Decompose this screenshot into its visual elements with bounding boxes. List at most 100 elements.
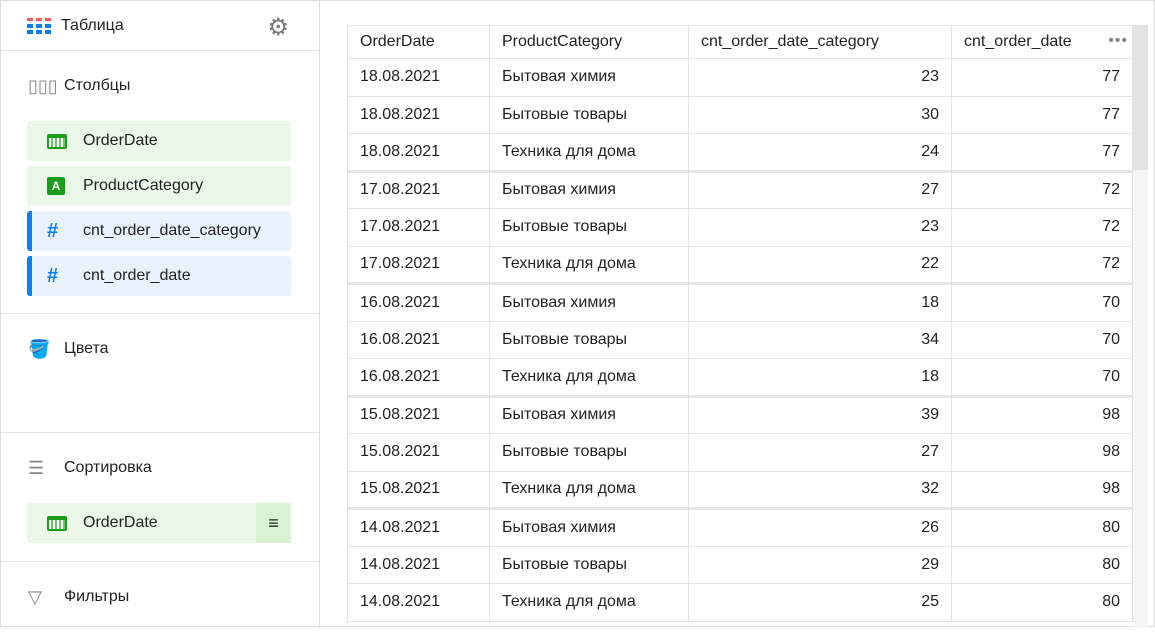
table-cell: Бытовые товары [489,433,689,472]
table-cell: Техника для дома [489,583,689,622]
table-cell: Бытовые товары [489,545,689,584]
table-row: 15.08.2021 Бытовые товары 27 98 [347,433,1133,472]
gear-icon[interactable]: ⚙ [267,14,289,41]
field-label: OrderDate [83,132,158,149]
more-icon[interactable]: ••• [1108,32,1128,49]
table-cell: 15.08.2021 [347,433,490,472]
field-label: ProductCategory [83,177,204,194]
section-filters[interactable]: ▽ Фильтры [1,562,319,632]
table-row: 17.08.2021 Бытовые товары 23 72 [347,208,1133,247]
table-row: 15.08.2021 Бытовая химия 39 98 [347,394,1133,434]
field-chip-productcategory[interactable]: A ProductCategory [27,166,291,206]
sort-chip-orderdate[interactable]: OrderDate ≡ [27,503,291,543]
table-cell: Техника для дома [489,470,689,509]
field-label: cnt_order_date_category [83,222,261,239]
table-cell: 80 [951,507,1133,547]
table-cell: 27 [688,169,952,209]
table-cell: 27 [688,433,952,472]
table-cell: 17.08.2021 [347,169,490,209]
table-cell: 77 [951,133,1133,172]
table-row: 18.08.2021 Бытовая химия 23 77 [347,58,1133,97]
section-colors[interactable]: 🪣 Цвета [1,314,319,433]
table-cell: Бытовая химия [489,394,689,434]
table-cell: 15.08.2021 [347,394,490,434]
table-cell: Техника для дома [489,358,689,397]
table-cell: 70 [951,358,1133,397]
preview-area: OrderDate ProductCategory cnt_order_date… [321,1,1154,628]
table-cell: Бытовая химия [489,169,689,209]
table-cell: 70 [951,320,1133,359]
table-cell: 23 [688,208,952,247]
table-cell: 34 [688,320,952,359]
sort-direction-button[interactable]: ≡ [256,503,291,543]
hash-icon: # [47,264,59,287]
calendar-icon [47,133,67,149]
table-cell: 18.08.2021 [347,133,490,172]
table-cell: 77 [951,58,1133,97]
field-chip-cnt-order-date[interactable]: # cnt_order_date [27,256,291,296]
table-row: 18.08.2021 Техника для дома 24 77 [347,133,1133,172]
scrollbar-thumb[interactable] [1133,25,1148,170]
field-chip-cnt-order-date-category[interactable]: # cnt_order_date_category [27,211,291,251]
visualization-header[interactable]: Таблица ⚙ [1,1,319,51]
table-cell: 14.08.2021 [347,583,490,622]
section-columns: ▯▯▯ Столбцы OrderDate A ProductCategory # c… [1,51,319,314]
sort-icon: ☰ [28,457,45,478]
table-cell: 18.08.2021 [347,58,490,97]
table-cell: 18 [688,282,952,322]
table-cell: 14.08.2021 [347,507,490,547]
section-title: Фильтры [64,588,130,605]
table-cell: Бытовые товары [489,95,689,134]
table-cell: 16.08.2021 [347,282,490,322]
table-row: 17.08.2021 Техника для дома 22 72 [347,245,1133,284]
table-cell: 14.08.2021 [347,545,490,584]
columns-icon: ▯▯▯ [28,75,58,96]
table-cell: 98 [951,470,1133,509]
table-cell: Техника для дома [489,133,689,172]
string-type-icon: A [47,177,65,195]
table-row: 18.08.2021 Бытовые товары 30 77 [347,95,1133,134]
filter-icon: ▽ [28,586,42,607]
table-row: 16.08.2021 Бытовые товары 34 70 [347,320,1133,359]
table-cell: 18.08.2021 [347,95,490,134]
table-row: 15.08.2021 Техника для дома 32 98 [347,470,1133,509]
table-cell: 72 [951,245,1133,284]
table-cell: 70 [951,282,1133,322]
field-chip-orderdate[interactable]: OrderDate [27,121,291,161]
table-cell: Техника для дома [489,245,689,284]
table-row: 14.08.2021 Техника для дома 25 80 [347,583,1133,622]
scrollbar[interactable] [1133,25,1148,628]
column-header[interactable]: cnt_order_date_category [688,25,952,59]
table-row: 17.08.2021 Бытовая химия 27 72 [347,169,1133,209]
section-title: Сортировка [64,459,152,476]
table-cell: 80 [951,545,1133,584]
table-cell: 25 [688,583,952,622]
table-cell: 23 [688,58,952,97]
section-title: Цвета [64,340,109,357]
table-cell: Бытовая химия [489,507,689,547]
table-grid-icon [27,17,51,34]
table-cell: 72 [951,169,1133,209]
table-cell: 22 [688,245,952,284]
paint-bucket-icon: 🪣 [28,338,51,359]
column-header[interactable]: OrderDate [347,25,490,59]
table-cell: 98 [951,394,1133,434]
data-table: OrderDate ProductCategory cnt_order_date… [347,25,1133,622]
column-header[interactable]: cnt_order_date ••• [951,25,1133,59]
table-cell: 77 [951,95,1133,134]
section-title: Столбцы [64,77,131,94]
table-cell: Бытовые товары [489,320,689,359]
visualization-title: Таблица [61,16,124,34]
table-header-row: OrderDate ProductCategory cnt_order_date… [347,25,1133,59]
table-row: 16.08.2021 Бытовая химия 18 70 [347,282,1133,322]
table-cell: 29 [688,545,952,584]
table-cell: Бытовые товары [489,208,689,247]
column-header[interactable]: ProductCategory [489,25,689,59]
table-cell: 80 [951,583,1133,622]
table-cell: 32 [688,470,952,509]
table-row: 16.08.2021 Техника для дома 18 70 [347,358,1133,397]
column-header-label: cnt_order_date [964,33,1072,50]
table-cell: 24 [688,133,952,172]
table-cell: 18 [688,358,952,397]
table-cell: Бытовая химия [489,282,689,322]
